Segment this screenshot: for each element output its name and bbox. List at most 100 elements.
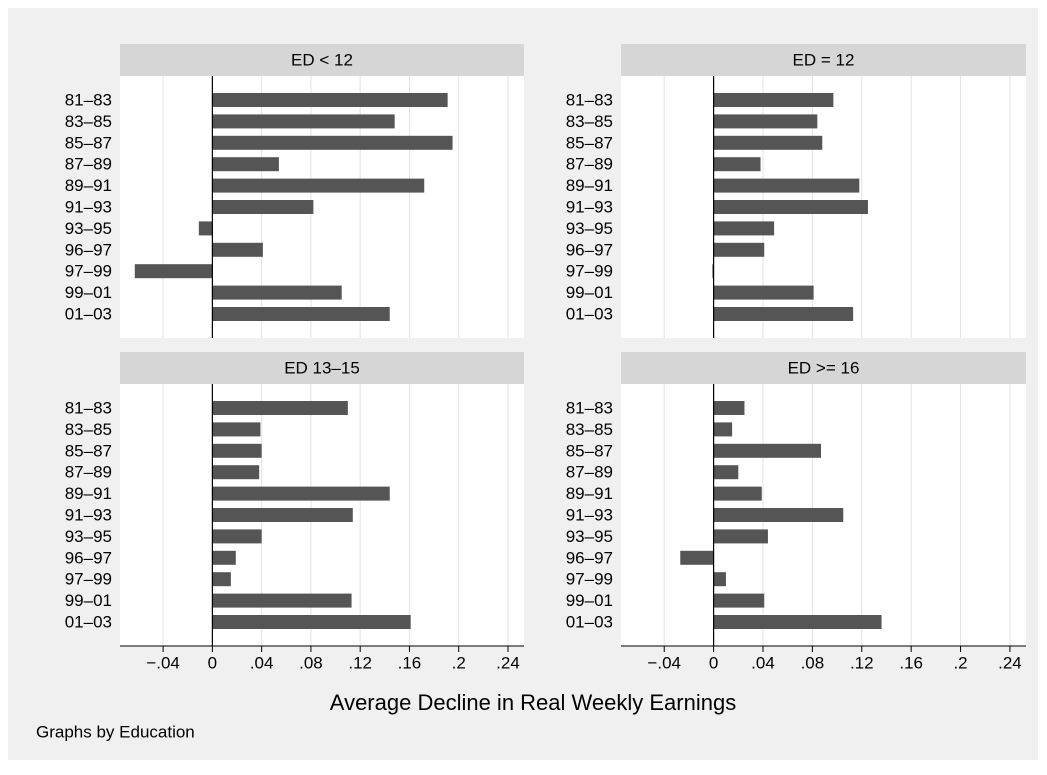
y-tick-label: 97–99 xyxy=(566,570,613,589)
bar xyxy=(713,615,882,629)
bar xyxy=(212,593,352,608)
x-tick-label: .16 xyxy=(398,653,422,672)
x-tick-label: .04 xyxy=(751,653,775,672)
y-tick-label: 91–93 xyxy=(65,505,112,524)
bar xyxy=(713,114,818,129)
y-tick-label: 01–03 xyxy=(65,612,112,631)
x-tick-label: .08 xyxy=(801,653,825,672)
bar xyxy=(212,307,390,321)
x-tick-label: .12 xyxy=(850,653,874,672)
y-tick-label: 96–97 xyxy=(566,240,613,259)
y-tick-label: 01–03 xyxy=(65,304,112,323)
bar xyxy=(212,200,314,214)
x-tick-label: .2 xyxy=(953,653,967,672)
bar xyxy=(212,242,263,257)
bar xyxy=(212,443,262,458)
y-tick-label: 99–01 xyxy=(566,591,613,610)
y-tick-label: 97–99 xyxy=(566,262,613,281)
y-tick-label: 99–01 xyxy=(65,591,112,610)
y-tick-label: 93–95 xyxy=(65,527,112,546)
x-tick-label: 0 xyxy=(709,653,718,672)
bar xyxy=(713,572,726,587)
bar xyxy=(713,178,860,193)
y-tick-label: 85–87 xyxy=(566,441,613,460)
y-tick-label: 91–93 xyxy=(566,197,613,216)
x-tick-label: .24 xyxy=(496,653,520,672)
y-tick-label: 85–87 xyxy=(566,133,613,152)
y-tick-label: 83–85 xyxy=(65,420,112,439)
panel-header xyxy=(120,44,524,76)
bar xyxy=(713,486,762,501)
y-tick-label: 01–03 xyxy=(566,612,613,631)
bar xyxy=(212,401,348,415)
y-tick-label: 81–83 xyxy=(566,398,613,417)
panel-title: ED < 12 xyxy=(291,50,353,69)
y-tick-label: 93–95 xyxy=(65,219,112,238)
x-tick-label: −.04 xyxy=(146,653,180,672)
bar xyxy=(712,264,714,279)
bar xyxy=(212,178,425,193)
y-tick-label: 96–97 xyxy=(566,548,613,567)
y-tick-label: 85–87 xyxy=(65,441,112,460)
bar xyxy=(212,285,342,300)
bar xyxy=(212,422,261,437)
y-tick-label: 96–97 xyxy=(65,240,112,259)
y-tick-label: 89–91 xyxy=(566,484,613,503)
y-tick-label: 99–01 xyxy=(566,283,613,302)
bar xyxy=(198,221,213,236)
bar xyxy=(134,264,213,279)
bar xyxy=(212,550,236,565)
bar xyxy=(713,465,739,480)
bar xyxy=(713,221,775,236)
y-tick-label: 83–85 xyxy=(566,420,613,439)
y-tick-label: 87–89 xyxy=(566,463,613,482)
bar xyxy=(212,572,231,587)
bar xyxy=(680,550,714,565)
panel-title: ED 13–15 xyxy=(284,358,360,377)
x-tick-label: .04 xyxy=(250,653,274,672)
x-axis-title: Average Decline in Real Weekly Earnings xyxy=(330,690,736,715)
y-tick-label: 87–89 xyxy=(65,463,112,482)
x-tick-label: .2 xyxy=(452,653,466,672)
x-tick-label: 0 xyxy=(208,653,217,672)
bar xyxy=(713,93,834,107)
x-tick-label: .24 xyxy=(998,653,1022,672)
y-tick-label: 96–97 xyxy=(65,548,112,567)
y-tick-label: 99–01 xyxy=(65,283,112,302)
bar xyxy=(713,307,854,321)
y-tick-label: 83–85 xyxy=(566,112,613,131)
x-tick-label: .08 xyxy=(299,653,323,672)
x-tick-label: −.04 xyxy=(647,653,681,672)
y-tick-label: 87–89 xyxy=(65,155,112,174)
y-tick-label: 81–83 xyxy=(65,398,112,417)
y-tick-label: 97–99 xyxy=(65,570,112,589)
y-tick-label: 83–85 xyxy=(65,112,112,131)
y-tick-label: 89–91 xyxy=(65,176,112,195)
bar xyxy=(713,593,765,608)
bar xyxy=(212,615,411,629)
bar xyxy=(713,529,768,544)
y-tick-label: 01–03 xyxy=(566,304,613,323)
y-tick-label: 81–83 xyxy=(566,90,613,109)
y-tick-label: 93–95 xyxy=(566,527,613,546)
y-tick-label: 93–95 xyxy=(566,219,613,238)
bar xyxy=(713,200,868,214)
bar xyxy=(713,157,761,172)
x-tick-label: .12 xyxy=(348,653,372,672)
y-tick-label: 91–93 xyxy=(566,505,613,524)
y-tick-label: 85–87 xyxy=(65,133,112,152)
bar xyxy=(212,508,353,522)
bar xyxy=(212,93,448,107)
y-tick-label: 89–91 xyxy=(65,484,112,503)
panel-title: ED >= 16 xyxy=(788,358,860,377)
panel-header xyxy=(120,352,524,384)
bar xyxy=(212,114,395,129)
bar xyxy=(713,135,823,150)
y-tick-label: 87–89 xyxy=(566,155,613,174)
y-tick-label: 89–91 xyxy=(566,176,613,195)
panel-header xyxy=(621,44,1026,76)
bar xyxy=(212,465,260,480)
y-tick-label: 91–93 xyxy=(65,197,112,216)
